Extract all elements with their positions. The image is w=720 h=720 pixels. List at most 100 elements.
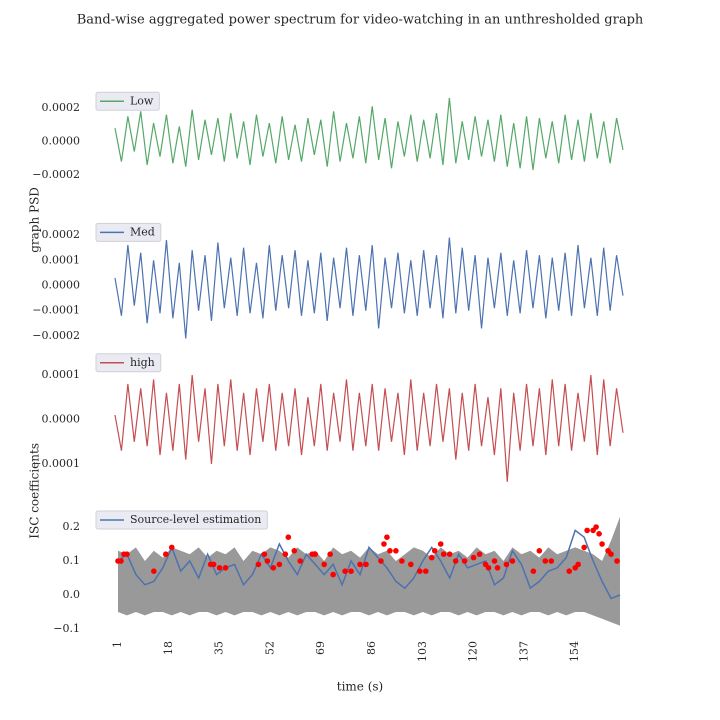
significant-marker	[593, 524, 599, 530]
legend-label: high	[130, 356, 155, 369]
significant-marker	[348, 568, 354, 574]
significant-marker	[378, 558, 384, 564]
significant-marker	[408, 561, 414, 568]
x-tick-label: 103	[416, 641, 429, 662]
legend-label: Med	[130, 225, 155, 238]
significant-marker	[446, 551, 453, 557]
y-tick-label: 0.0000	[42, 413, 81, 426]
legend-box	[95, 91, 160, 111]
y-tick-label: 0.1	[63, 554, 81, 567]
series-line	[114, 237, 624, 339]
significant-marker	[461, 558, 468, 564]
significant-marker	[494, 565, 501, 571]
significant-marker	[216, 565, 223, 571]
significant-marker	[312, 551, 319, 557]
legend-box	[95, 353, 162, 373]
significant-marker	[327, 551, 333, 557]
significant-marker	[491, 558, 498, 564]
significant-marker	[163, 551, 169, 557]
significant-marker	[470, 554, 477, 561]
x-tick-label: 86	[365, 641, 378, 655]
significant-marker	[584, 527, 590, 534]
significant-marker	[342, 568, 348, 574]
significant-marker	[422, 568, 429, 574]
significant-marker	[282, 551, 289, 557]
significant-marker	[387, 548, 393, 554]
significant-marker	[264, 558, 271, 564]
significant-marker	[151, 568, 157, 574]
y-tick-label: 0.0001	[42, 368, 81, 381]
chart-title: Band-wise aggregated power spectrum for …	[77, 13, 644, 28]
confidence-band	[117, 516, 621, 626]
significant-marker	[596, 531, 602, 537]
legend-box	[95, 510, 268, 530]
significant-marker	[255, 561, 262, 568]
significant-marker	[485, 565, 492, 571]
significant-marker	[417, 568, 423, 574]
significant-marker	[291, 548, 298, 554]
y-tick-label: 0.2	[63, 520, 81, 533]
y-tick-label: −0.0001	[32, 304, 80, 317]
significant-marker	[270, 565, 277, 571]
significant-marker	[542, 558, 549, 564]
significant-marker	[210, 561, 217, 568]
significant-marker	[285, 534, 292, 540]
series-line	[117, 529, 621, 600]
x-axis-label: time (s)	[337, 680, 383, 694]
significant-marker	[431, 548, 438, 554]
x-tick-label: 154	[568, 641, 581, 662]
x-tick-label: 1	[111, 641, 124, 648]
y-tick-label: 0.0002	[42, 101, 81, 114]
significant-marker	[509, 558, 516, 564]
significant-marker	[581, 544, 587, 551]
legend-label: Source-level estimation	[130, 513, 261, 526]
legend: Low	[95, 91, 160, 111]
significant-marker	[536, 548, 543, 554]
significant-marker	[330, 571, 336, 578]
y-tick-label: −0.0002	[32, 329, 80, 342]
significant-marker	[321, 561, 327, 568]
legend: Med	[95, 222, 162, 242]
significant-marker	[599, 541, 605, 547]
significant-marker	[503, 561, 510, 568]
significant-marker	[124, 551, 130, 557]
significant-marker	[566, 568, 573, 574]
significant-marker	[437, 541, 444, 547]
significant-marker	[381, 541, 387, 547]
significant-marker	[297, 558, 304, 564]
significant-marker	[428, 554, 435, 561]
significant-marker	[575, 561, 581, 568]
x-tick-label: 137	[517, 641, 530, 662]
significant-marker	[357, 561, 363, 568]
x-tick-label: 69	[314, 641, 327, 655]
y-tick-label: 0.0	[63, 588, 81, 601]
significant-marker	[608, 551, 614, 557]
significant-marker	[168, 544, 175, 551]
significant-marker	[548, 558, 555, 564]
significant-marker	[476, 551, 483, 557]
significant-marker	[384, 534, 390, 540]
significant-marker	[452, 558, 459, 564]
legend-label: Low	[130, 94, 154, 107]
x-tick-label: 18	[162, 641, 175, 655]
x-tick-label: 52	[263, 641, 276, 655]
significant-marker	[276, 561, 283, 568]
y-tick-label: −0.1	[53, 622, 80, 635]
significant-marker	[530, 568, 537, 574]
legend: Source-level estimation	[95, 510, 268, 530]
significant-marker	[363, 561, 369, 568]
significant-marker	[440, 551, 447, 557]
significant-marker	[393, 548, 399, 554]
series-line	[114, 374, 624, 482]
y-tick-label: −0.0001	[32, 457, 80, 470]
x-tick-label: 120	[467, 641, 480, 662]
significant-marker	[261, 551, 268, 557]
y-tick-label: 0.0000	[42, 135, 81, 148]
significant-marker	[614, 558, 620, 564]
significant-marker	[118, 558, 124, 564]
significant-marker	[399, 558, 405, 564]
legend: high	[95, 353, 162, 373]
y-axis-label: ISC coefficients	[28, 443, 42, 539]
